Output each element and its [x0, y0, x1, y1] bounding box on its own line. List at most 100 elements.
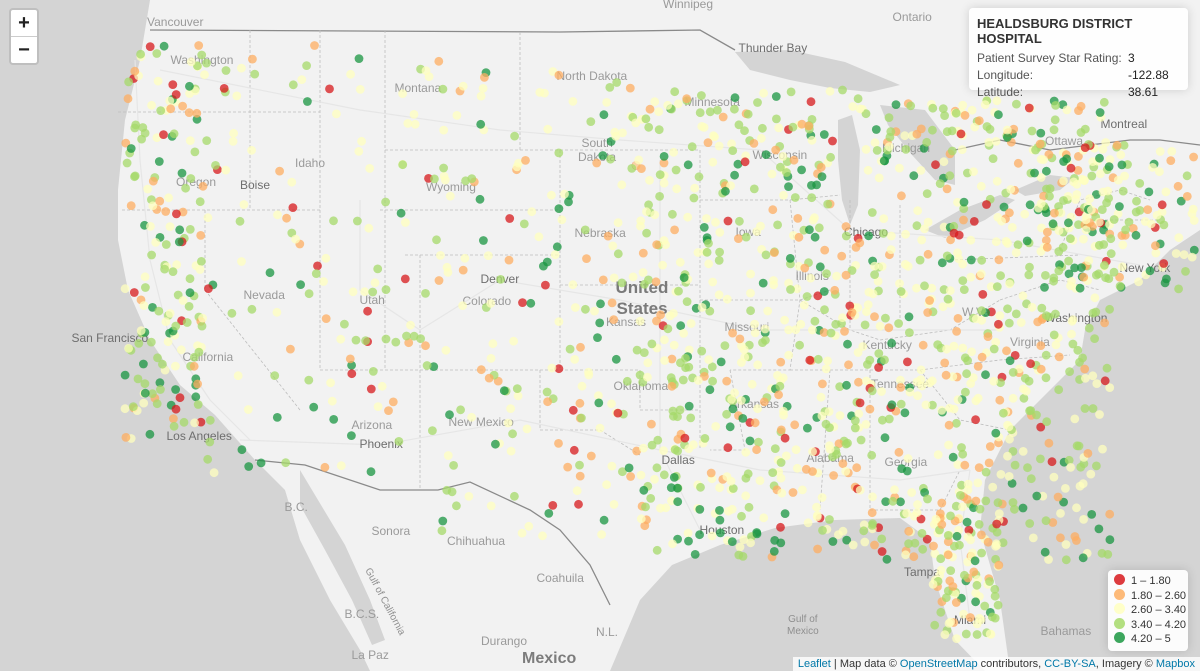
hospital-marker[interactable]	[568, 280, 578, 290]
hospital-marker[interactable]	[296, 280, 305, 289]
hospital-marker[interactable]	[560, 189, 569, 199]
hospital-marker[interactable]	[991, 541, 1000, 551]
hospital-marker[interactable]	[700, 434, 710, 443]
hospital-marker[interactable]	[381, 197, 390, 207]
hospital-marker[interactable]	[483, 251, 493, 260]
hospital-marker[interactable]	[373, 264, 383, 274]
hospital-marker[interactable]	[998, 538, 1008, 548]
hospital-marker[interactable]	[714, 256, 724, 265]
hospital-marker[interactable]	[1106, 234, 1116, 244]
hospital-marker[interactable]	[1027, 302, 1037, 312]
hospital-marker[interactable]	[143, 184, 153, 194]
hospital-marker[interactable]	[675, 257, 685, 267]
hospital-marker[interactable]	[205, 437, 215, 447]
hospital-marker[interactable]	[874, 173, 884, 183]
hospital-marker[interactable]	[186, 57, 196, 67]
hospital-marker[interactable]	[682, 94, 692, 104]
hospital-marker[interactable]	[643, 372, 652, 382]
hospital-marker[interactable]	[1022, 236, 1032, 246]
hospital-marker[interactable]	[1013, 158, 1023, 168]
hospital-marker[interactable]	[896, 383, 906, 392]
hospital-marker[interactable]	[981, 467, 991, 477]
hospital-marker[interactable]	[673, 434, 683, 444]
hospital-marker[interactable]	[464, 492, 474, 501]
hospital-marker[interactable]	[602, 98, 612, 107]
hospital-marker[interactable]	[635, 370, 645, 380]
hospital-marker[interactable]	[1064, 256, 1073, 266]
hospital-marker[interactable]	[152, 49, 162, 58]
hospital-marker[interactable]	[708, 277, 718, 287]
hospital-marker[interactable]	[641, 502, 650, 512]
hospital-marker[interactable]	[810, 316, 820, 326]
hospital-marker[interactable]	[741, 447, 751, 457]
hospital-marker[interactable]	[1027, 126, 1037, 136]
hospital-marker[interactable]	[229, 128, 239, 138]
hospital-marker[interactable]	[963, 479, 973, 489]
hospital-marker[interactable]	[1006, 185, 1016, 194]
hospital-marker[interactable]	[752, 529, 762, 539]
hospital-marker[interactable]	[1094, 524, 1104, 534]
hospital-marker[interactable]	[460, 253, 470, 263]
hospital-marker[interactable]	[178, 296, 188, 305]
hospital-marker[interactable]	[845, 301, 855, 311]
hospital-marker[interactable]	[1112, 140, 1122, 150]
hospital-marker[interactable]	[597, 530, 606, 539]
hospital-marker[interactable]	[178, 101, 188, 111]
hospital-marker[interactable]	[942, 251, 952, 261]
hospital-marker[interactable]	[750, 418, 760, 428]
hospital-marker[interactable]	[741, 232, 751, 242]
hospital-marker[interactable]	[381, 285, 391, 294]
hospital-marker[interactable]	[638, 268, 648, 277]
hospital-marker[interactable]	[709, 131, 718, 141]
hospital-marker[interactable]	[480, 73, 489, 82]
hospital-marker[interactable]	[1005, 279, 1014, 289]
hospital-marker[interactable]	[837, 251, 847, 261]
hospital-marker[interactable]	[1036, 341, 1046, 350]
hospital-marker[interactable]	[937, 520, 947, 529]
hospital-marker[interactable]	[715, 228, 725, 237]
hospital-marker[interactable]	[708, 376, 717, 386]
hospital-marker[interactable]	[737, 396, 746, 405]
hospital-marker[interactable]	[884, 323, 894, 333]
hospital-marker[interactable]	[1140, 217, 1150, 226]
hospital-marker[interactable]	[821, 364, 831, 374]
hospital-marker[interactable]	[1155, 147, 1165, 156]
hospital-marker[interactable]	[1020, 209, 1030, 219]
hospital-marker[interactable]	[599, 110, 609, 120]
hospital-marker[interactable]	[577, 413, 586, 423]
hospital-marker[interactable]	[1088, 404, 1098, 413]
hospital-marker[interactable]	[641, 114, 651, 124]
hospital-marker[interactable]	[697, 346, 707, 356]
hospital-marker[interactable]	[542, 257, 552, 267]
hospital-marker[interactable]	[422, 361, 432, 370]
hospital-marker[interactable]	[817, 172, 827, 182]
hospital-marker[interactable]	[936, 554, 946, 564]
hospital-marker[interactable]	[838, 459, 848, 469]
hospital-marker[interactable]	[1124, 217, 1134, 227]
hospital-marker[interactable]	[988, 154, 998, 164]
hospital-marker[interactable]	[977, 255, 987, 265]
hospital-marker[interactable]	[1117, 160, 1127, 170]
hospital-marker[interactable]	[1049, 125, 1059, 135]
hospital-marker[interactable]	[219, 84, 229, 93]
hospital-marker[interactable]	[792, 284, 802, 294]
hospital-marker[interactable]	[825, 423, 834, 432]
hospital-marker[interactable]	[697, 303, 707, 312]
hospital-marker[interactable]	[982, 122, 992, 131]
hospital-marker[interactable]	[948, 452, 958, 462]
hospital-marker[interactable]	[870, 312, 879, 321]
hospital-marker[interactable]	[784, 325, 794, 335]
hospital-marker[interactable]	[130, 66, 140, 76]
hospital-marker[interactable]	[861, 420, 871, 429]
hospital-marker[interactable]	[868, 289, 878, 299]
hospital-marker[interactable]	[947, 146, 957, 156]
hospital-marker[interactable]	[978, 290, 988, 299]
hospital-marker[interactable]	[564, 197, 573, 207]
hospital-marker[interactable]	[969, 167, 978, 177]
hospital-marker[interactable]	[613, 218, 623, 228]
hospital-marker[interactable]	[743, 469, 753, 479]
hospital-marker[interactable]	[196, 231, 206, 240]
hospital-marker[interactable]	[1188, 204, 1198, 214]
hospital-marker[interactable]	[1135, 206, 1145, 215]
hospital-marker[interactable]	[156, 106, 166, 115]
